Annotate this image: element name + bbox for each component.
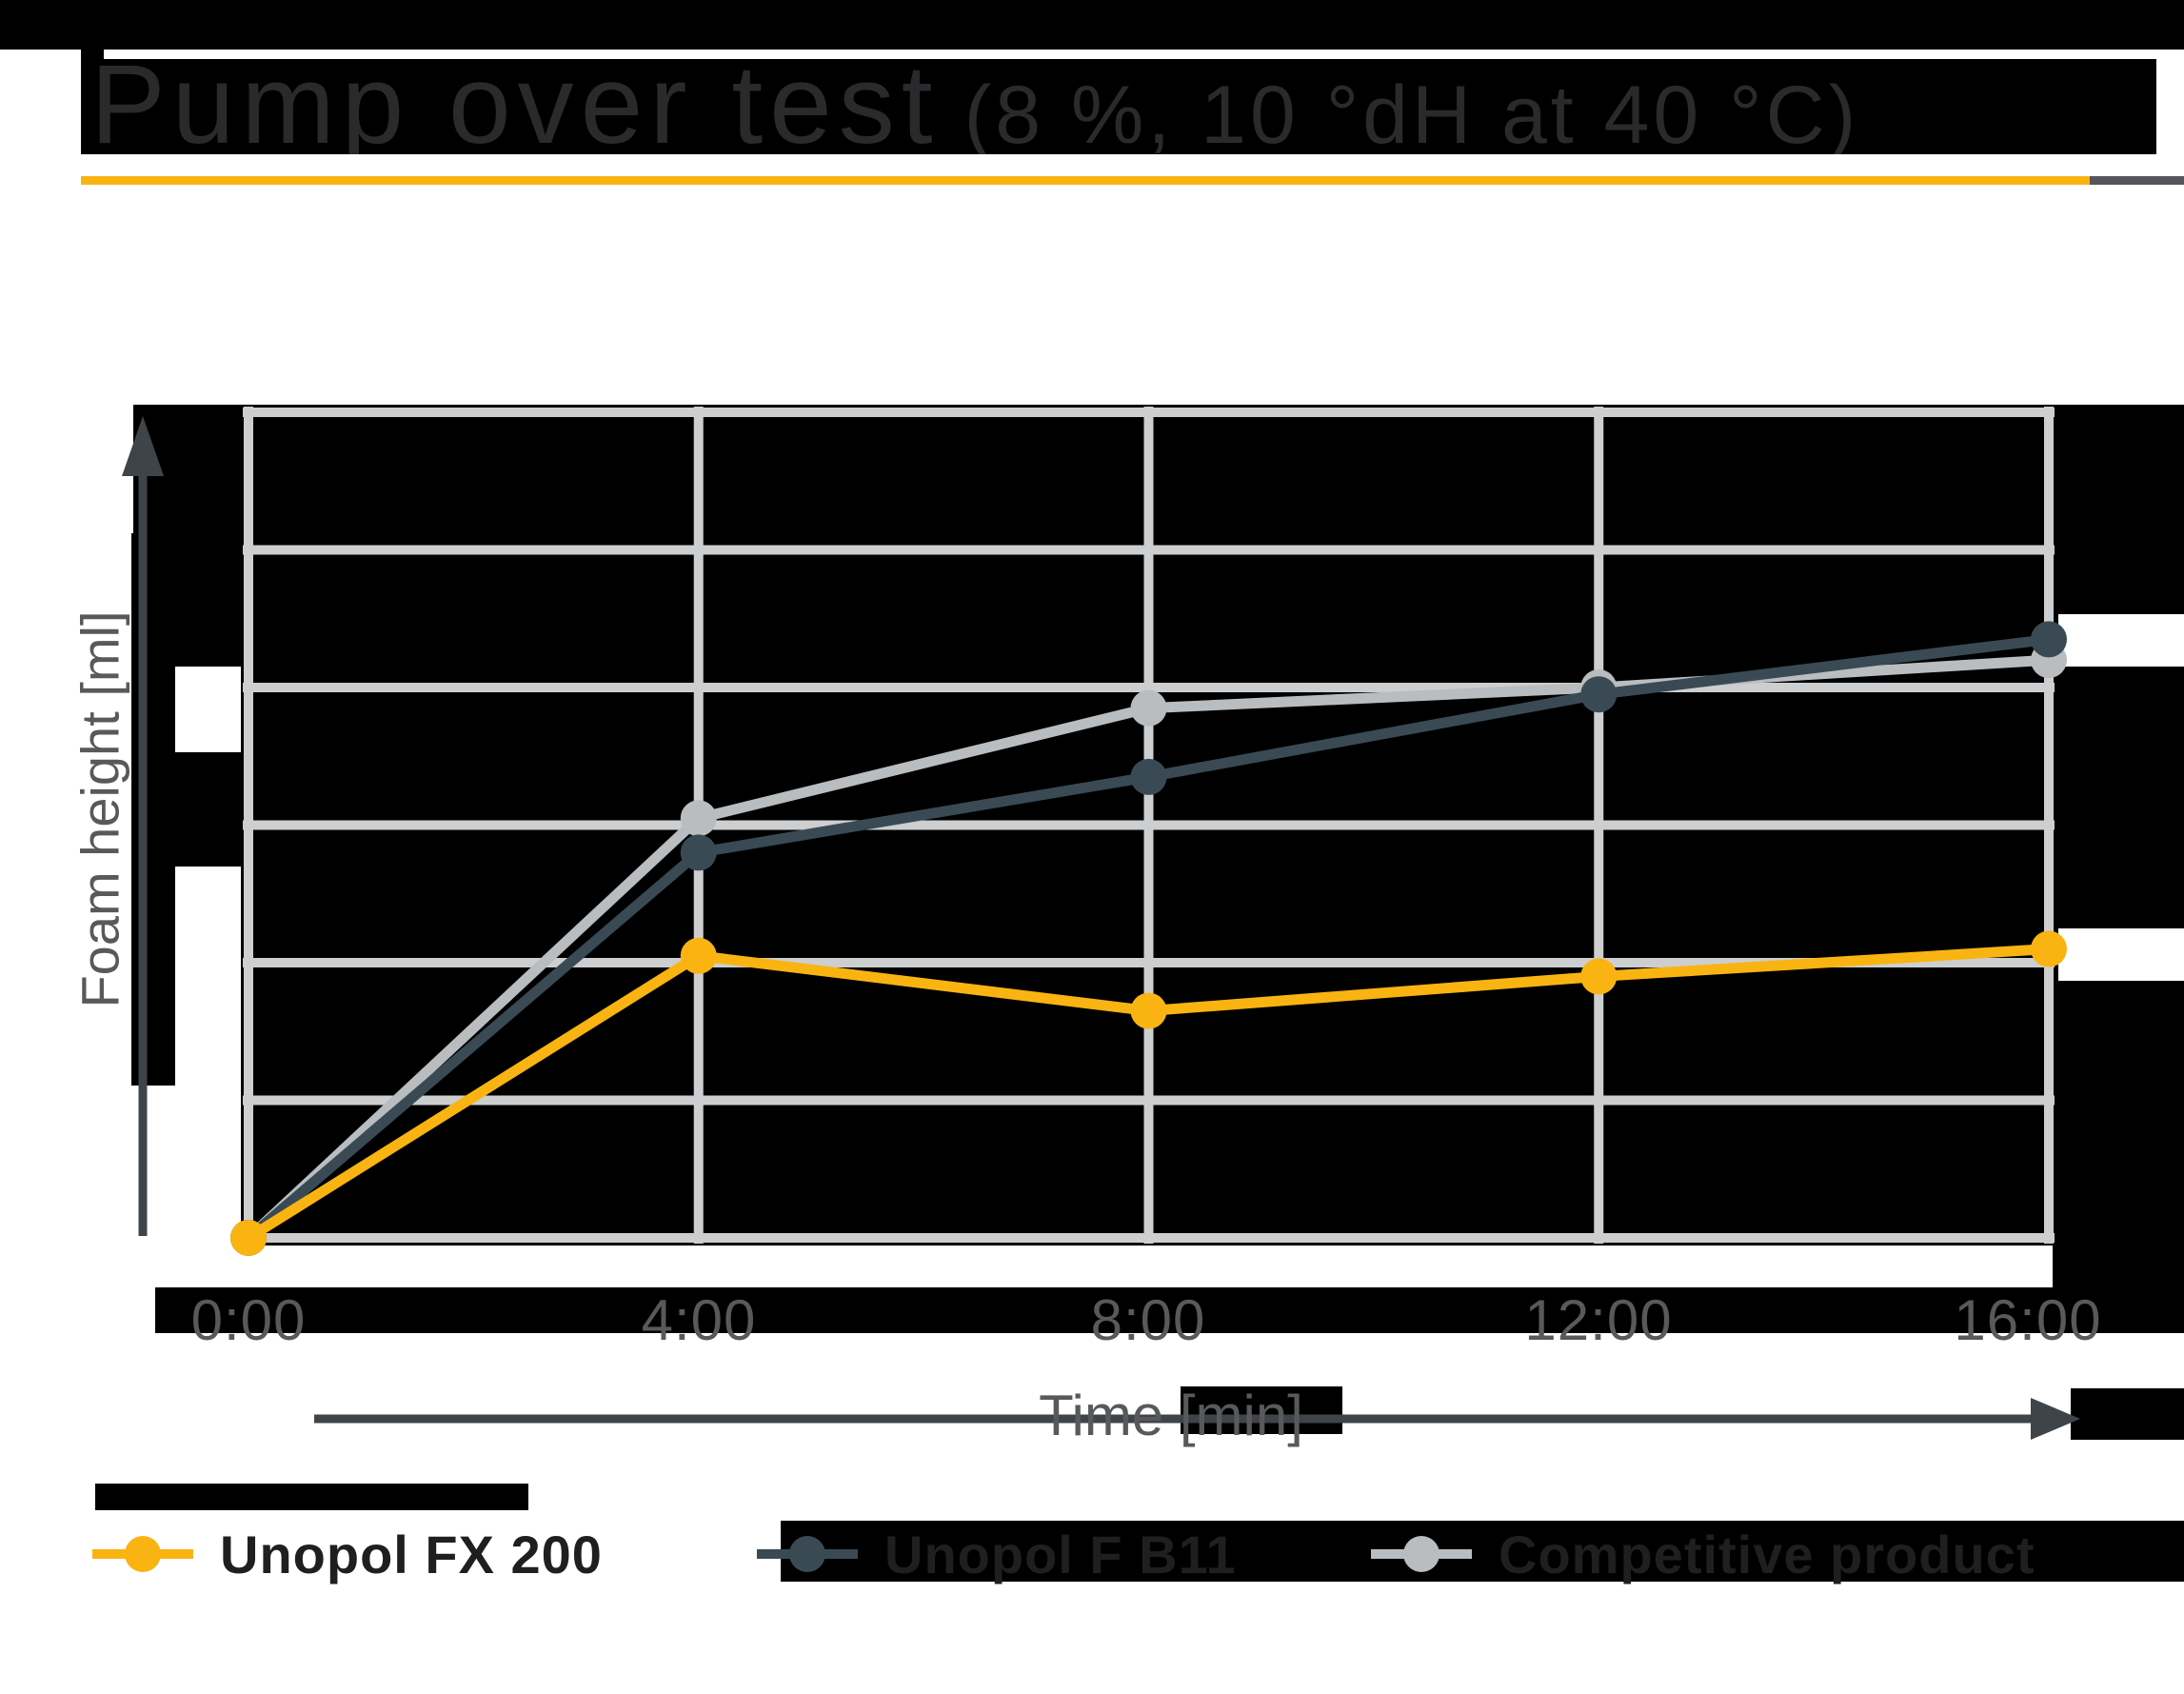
x-tick-3: 8:00 (1090, 1288, 1206, 1352)
black-overlay-legend-band (781, 1521, 2184, 1582)
legend-marker-dot (789, 1536, 825, 1572)
legend-marker-dot (125, 1536, 161, 1572)
black-overlay-title-notch (81, 48, 104, 61)
y-axis-title: Foam height [ml] (69, 610, 130, 1008)
x-tick-4: 12:00 (1524, 1288, 1673, 1352)
x-tick-2: 4:00 (641, 1288, 757, 1352)
y-axis-arrowhead-icon (122, 416, 164, 476)
legend-marker-gray (1371, 1536, 1472, 1572)
white-patch-upper (2058, 614, 2184, 667)
legend-marker-dark (757, 1536, 858, 1572)
page-title: Pump over test (90, 59, 940, 154)
legend-item-competitive-product: Competitive product (1369, 1520, 2035, 1588)
black-overlay-tick-band (155, 1287, 2184, 1333)
legend-marker-dot (1403, 1536, 1439, 1572)
data-point-series-0 (1580, 958, 1618, 995)
data-point-series-1 (2031, 621, 2067, 658)
legend-item-unopol-fx-200: Unopol FX 200 (90, 1520, 603, 1588)
page-title-note: (8 %, 10 °dH at 40 °C) (963, 70, 1860, 154)
data-point-series-0 (2031, 930, 2067, 967)
x-tick-5: 16:00 (1954, 1288, 2102, 1352)
title-strip: Pump over test (8 %, 10 °dH at 40 °C) (81, 59, 2156, 154)
white-patch-lower (2058, 928, 2184, 981)
data-point-series-1 (1580, 676, 1618, 713)
legend-marker-yellow (92, 1536, 193, 1572)
data-point-series-2 (680, 800, 717, 837)
x-axis-title: Time [min] (1039, 1384, 1303, 1447)
legend-label: Unopol FX 200 (220, 1524, 603, 1584)
data-point-series-2 (1130, 689, 1167, 727)
data-point-series-1 (1130, 758, 1167, 795)
data-point-series-0 (230, 1220, 267, 1256)
x-axis-arrowhead-icon (2031, 1398, 2080, 1440)
legend-item-unopol-f-b11: Unopol F B11 (755, 1520, 1237, 1588)
black-overlay-legend-strip (95, 1484, 528, 1510)
data-point-series-0 (680, 937, 717, 974)
data-point-series-1 (680, 834, 717, 871)
legend-label: Competitive product (1499, 1524, 2035, 1584)
legend-label: Unopol F B11 (884, 1524, 1237, 1584)
black-overlay-time-label (1181, 1386, 1342, 1434)
title-rule (81, 176, 2090, 185)
black-overlay-top-bar (0, 0, 2184, 50)
x-tick-1: 0:00 (190, 1288, 307, 1352)
black-overlay-axis-arrow-end (2071, 1388, 2184, 1440)
title-rule-tail (2090, 176, 2184, 185)
data-point-series-0 (1130, 992, 1167, 1029)
black-overlay-plot-right (2053, 405, 2184, 1288)
